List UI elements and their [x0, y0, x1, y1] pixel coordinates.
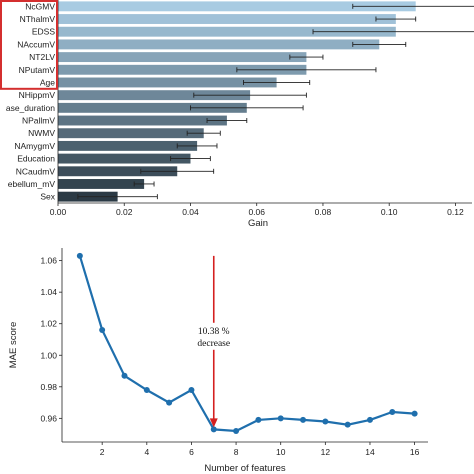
mae-point — [121, 372, 128, 379]
annotation-text-line1: 10.38 % — [198, 327, 230, 337]
mae-point — [233, 427, 240, 434]
mae-point — [166, 399, 173, 406]
bar-nwmv — [58, 128, 204, 139]
line-y-tick-label: 1.06 — [40, 256, 57, 266]
bar-naccumv — [58, 39, 380, 50]
bar-y-tick-label: NWMV — [28, 128, 55, 138]
bar-nhippmv — [58, 90, 251, 101]
line-y-tick-label: 1.00 — [40, 350, 57, 360]
bar-x-tick-label: 0.10 — [381, 207, 398, 217]
bar-education — [58, 153, 191, 164]
decrease-annotation: 10.38 % decrease — [189, 255, 238, 428]
mae-point — [255, 416, 262, 423]
mae-point — [188, 386, 195, 393]
bar-y-tick-label: Education — [17, 154, 55, 164]
bar-ncaudmv — [58, 166, 178, 177]
mae-point — [322, 418, 329, 425]
line-x-tick-label: 6 — [189, 447, 194, 457]
bar-y-tick-label: NPutamV — [19, 65, 56, 75]
bar-y-tick-label: Age — [40, 77, 55, 87]
line-y-tick-label: 0.98 — [40, 382, 57, 392]
bar-namygmv — [58, 140, 198, 151]
mae-point — [99, 327, 106, 334]
bar-nthalmv — [58, 14, 396, 24]
line-y-tick-label: 0.96 — [40, 413, 57, 423]
bar-nputamv — [58, 64, 307, 75]
top-features-highlight-box — [0, 0, 58, 90]
line-x-axis-label: Number of features — [204, 463, 286, 474]
decrease-arrowhead — [209, 418, 218, 428]
bar-y-tick-label: EDSS — [32, 27, 55, 37]
mae-point — [366, 416, 373, 423]
bar-y-tick-label: NThalmV — [20, 14, 56, 24]
bar-x-tick-label: 0.04 — [182, 207, 199, 217]
line-x-tick-label: 4 — [144, 447, 149, 457]
mae-line-chart: 0.96 0.98 1.00 1.02 1.04 1.06 2 4 6 8 10 12 14 16 10… — [8, 248, 428, 474]
mae-point — [143, 386, 150, 393]
line-x-tick-label: 12 — [321, 447, 331, 457]
annotation-text-line2: decrease — [197, 339, 230, 349]
bar-nt2lv — [58, 52, 307, 63]
line-x-tick-label: 2 — [100, 447, 105, 457]
bar-y-tick-label: NAccumV — [17, 39, 55, 49]
line-x-tick-label: 16 — [410, 447, 420, 457]
line-y-tick-label: 1.02 — [40, 319, 57, 329]
bar-ncgmv — [58, 1, 416, 12]
bar-y-tick-label: NT2LV — [29, 52, 55, 62]
bar-disease-duration — [58, 102, 247, 113]
bar-y-tick-label: NCaudmV — [16, 166, 56, 176]
bar-y-tick-label: Sex — [40, 192, 55, 202]
annotation-background — [189, 322, 238, 350]
mae-point — [344, 421, 351, 428]
bar-y-tick-label: ase_duration — [6, 103, 55, 113]
mae-series-line — [78, 255, 415, 433]
mae-point — [300, 416, 307, 423]
mae-point — [389, 409, 396, 416]
line-y-axis-label: MAE score — [8, 322, 19, 368]
bar-y-tick-label: NAmygmV — [14, 141, 55, 151]
bar-y-tick-label: ebellum_mV — [8, 179, 56, 189]
line-x-tick-label: 14 — [365, 447, 375, 457]
bar-x-tick-label: 0.08 — [315, 207, 332, 217]
bar-x-axis-label: Gain — [248, 218, 268, 229]
mae-point — [76, 252, 83, 259]
bar-age — [58, 77, 277, 88]
bar-ncerebellum-mv — [58, 179, 145, 189]
mae-point — [210, 426, 217, 433]
line-x-tick-label: 10 — [276, 447, 286, 457]
mae-point — [277, 415, 284, 422]
line-y-tick-label: 1.04 — [40, 287, 57, 297]
bar-x-tick-label: 0.12 — [447, 207, 464, 217]
bar-edss — [58, 26, 396, 37]
bar-npallmv — [58, 115, 227, 126]
mae-point — [411, 410, 418, 417]
line-x-tick-label: 8 — [234, 447, 239, 457]
feature-importance-bar-chart: NcGMV NThalmV EDSS NAccumV NT2LV NPutamV Age NH… — [0, 0, 474, 229]
bar-x-tick-label: 0.06 — [248, 207, 265, 217]
bar-y-tick-label: NcGMV — [25, 1, 55, 11]
bar-y-tick-label: NPallmV — [22, 116, 55, 126]
bar-x-tick-label: 0.00 — [50, 207, 67, 217]
bar-x-tick-label: 0.02 — [116, 207, 133, 217]
bar-y-tick-label: NHippmV — [19, 90, 56, 100]
